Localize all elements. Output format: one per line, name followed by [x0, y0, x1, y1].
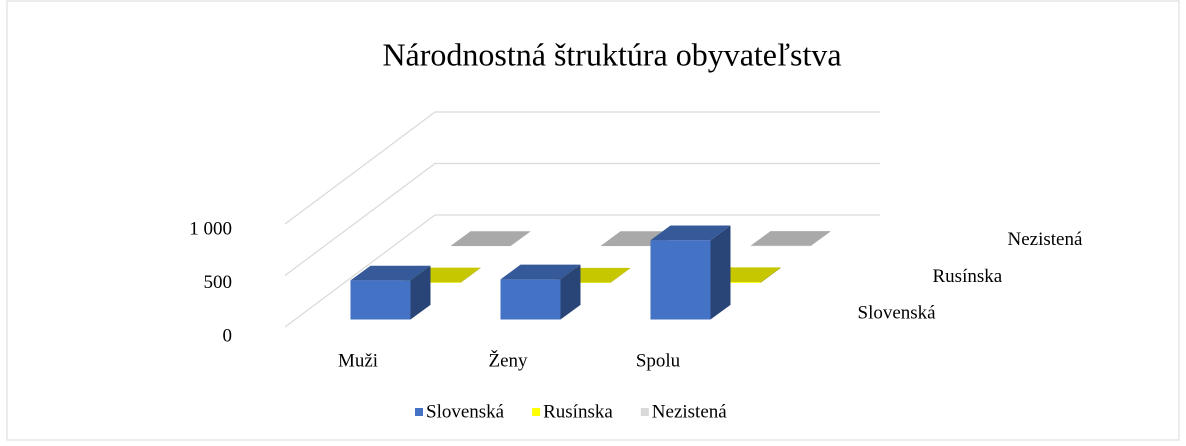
- bar-front: [651, 240, 711, 319]
- x-tick-label: Ženy: [488, 349, 528, 371]
- bar: [351, 266, 431, 320]
- y-tick-label: 500: [204, 272, 233, 293]
- x-tick-label: Muži: [338, 350, 378, 371]
- bar: [651, 226, 731, 320]
- y-tick-label: 1 000: [189, 218, 232, 239]
- legend-label: Rusínska: [543, 401, 613, 422]
- legend-swatch: [415, 408, 423, 416]
- bar-front: [501, 279, 561, 319]
- legend-swatch: [532, 408, 540, 416]
- series-axis-label: Rusínska: [933, 266, 1003, 287]
- x-tick-label: Spolu: [636, 350, 681, 371]
- bar-front: [351, 280, 411, 319]
- legend-label: Slovenská: [426, 401, 505, 422]
- bar: [501, 265, 581, 320]
- series-axis-label: Slovenská: [858, 303, 937, 324]
- bar-side: [711, 226, 731, 320]
- legend-swatch: [641, 408, 649, 416]
- series-axis-label: Nezistená: [1008, 229, 1083, 250]
- y-tick-label: 0: [223, 325, 233, 346]
- legend-label: Nezistená: [652, 401, 727, 422]
- chart-title: Národnostná štruktúra obyvateľstva: [382, 36, 841, 72]
